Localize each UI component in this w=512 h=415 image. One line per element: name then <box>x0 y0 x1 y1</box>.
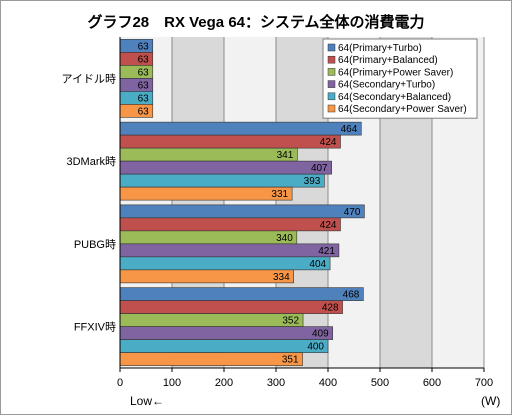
data-label: 470 <box>344 207 361 218</box>
data-label: 352 <box>282 316 299 327</box>
category-label: FFXIV時 <box>74 321 116 334</box>
legend-swatch <box>327 104 336 113</box>
legend-label: 64(Secondary+Power Saver) <box>338 104 467 115</box>
bar <box>119 121 362 136</box>
bar <box>119 313 304 327</box>
data-label: 331 <box>271 189 288 200</box>
bar <box>119 217 341 232</box>
bar <box>119 243 340 258</box>
data-label: 407 <box>311 163 328 174</box>
data-label: 393 <box>304 176 321 187</box>
data-label: 63 <box>138 80 150 91</box>
legend-swatch <box>327 80 336 88</box>
legend-swatch <box>327 68 336 76</box>
bar <box>119 287 364 301</box>
data-label: 421 <box>318 246 335 257</box>
data-label: 404 <box>309 259 326 270</box>
legend-label: 64(Primary+Turbo) <box>338 43 422 54</box>
low-label-text: Low <box>130 394 153 408</box>
category-label: アイドル時 <box>62 72 116 85</box>
data-label: 409 <box>312 329 329 340</box>
bar <box>119 204 365 219</box>
x-tick-label: 400 <box>319 377 337 389</box>
bar <box>119 300 343 314</box>
bar <box>119 134 341 149</box>
legend-label: 64(Secondary+Balanced) <box>338 92 451 103</box>
x-tick-label: 200 <box>215 377 233 389</box>
legend-swatch <box>327 43 336 52</box>
bar <box>119 186 293 201</box>
category-label: 3DMark時 <box>66 155 116 168</box>
data-label: 63 <box>138 41 150 52</box>
low-label: Low← <box>130 394 164 408</box>
bar <box>119 269 294 284</box>
legend-box <box>322 38 478 119</box>
legend-label: 64(Primary+Power Saver) <box>338 67 453 78</box>
x-tick-label: 300 <box>267 377 285 389</box>
data-label: 340 <box>276 233 293 244</box>
data-label: 424 <box>320 137 337 148</box>
unit-label: (W) <box>481 394 501 408</box>
legend-swatch <box>327 55 336 64</box>
legend-label: 64(Secondary+Turbo) <box>338 80 435 91</box>
chart-title: グラフ28 RX Vega 64：システム全体の消費電力 <box>87 14 425 31</box>
data-label: 400 <box>307 342 324 353</box>
data-label: 341 <box>277 150 294 161</box>
data-label: 464 <box>341 124 358 135</box>
data-label: 63 <box>138 93 150 104</box>
bar <box>119 230 298 245</box>
data-label: 424 <box>320 220 337 231</box>
category-label: PUBG時 <box>74 238 116 251</box>
x-tick-label: 600 <box>423 377 441 389</box>
data-label: 468 <box>343 290 360 301</box>
bar <box>119 326 333 340</box>
x-tick-label: 500 <box>371 377 389 389</box>
data-label: 63 <box>138 106 150 117</box>
bar <box>119 352 303 366</box>
bar <box>119 339 329 353</box>
data-label: 351 <box>282 355 299 366</box>
x-tick-label: 100 <box>163 377 181 389</box>
data-label: 428 <box>322 303 339 314</box>
legend-swatch <box>327 92 336 101</box>
bar <box>119 147 298 162</box>
x-tick-label: 0 <box>117 377 123 389</box>
data-label: 334 <box>273 272 290 283</box>
left-arrow-icon: ← <box>152 394 165 408</box>
bar <box>119 256 331 271</box>
bar <box>119 173 325 188</box>
x-tick-label: 700 <box>475 377 493 389</box>
bar <box>119 160 332 175</box>
legend-label: 64(Primary+Balanced) <box>338 55 438 66</box>
data-label: 63 <box>138 67 150 78</box>
data-label: 63 <box>138 54 150 65</box>
